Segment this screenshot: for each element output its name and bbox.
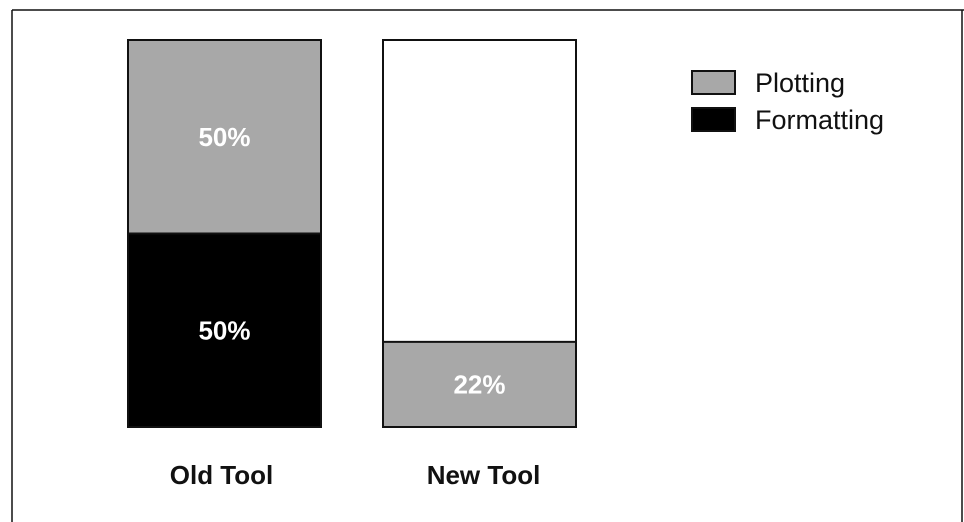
data-label-old-tool-plotting: 50%	[198, 122, 250, 152]
legend-swatch-formatting	[691, 107, 736, 132]
legend: Plotting Formatting	[691, 68, 884, 135]
legend-label-formatting: Formatting	[755, 105, 884, 135]
x-tick-label-new-tool: New Tool	[427, 460, 541, 490]
bar-segment-old-tool-plotting	[127, 39, 322, 235]
bars-group	[127, 39, 577, 428]
x-tick-label-old-tool: Old Tool	[170, 460, 274, 490]
bar-segment-new-tool-plotting	[382, 340, 577, 428]
data-label-new-tool-plotting: 22%	[453, 369, 505, 399]
data-label-old-tool-formatting: 50%	[198, 315, 250, 345]
legend-label-plotting: Plotting	[755, 68, 845, 98]
labels-group: 50% 50% Old Tool 22% New Tool	[170, 122, 541, 490]
legend-swatch-plotting	[691, 70, 736, 95]
